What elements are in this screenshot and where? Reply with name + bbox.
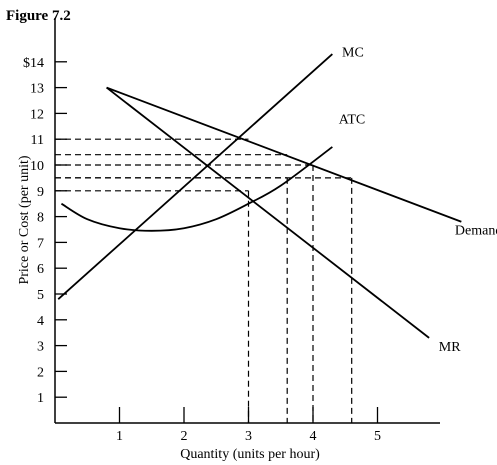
y-tick-label: 4 xyxy=(37,314,44,329)
y-tick-label: 3 xyxy=(37,340,44,355)
atc-label: ATC xyxy=(339,113,365,128)
demand-label: Demand xyxy=(455,224,497,239)
y-tick-label: 6 xyxy=(37,262,44,277)
y-tick-label: 12 xyxy=(30,107,44,122)
axes xyxy=(54,18,440,424)
x-tick-label: 2 xyxy=(181,429,188,444)
y-tick-label: 7 xyxy=(37,236,44,251)
curves: Demand MR MC ATC xyxy=(57,46,497,355)
mr-curve xyxy=(106,86,430,339)
y-tick-label: 1 xyxy=(37,391,44,406)
y-tick-label: 8 xyxy=(37,211,44,226)
demand-curve xyxy=(106,86,462,223)
x-tick-label: 5 xyxy=(374,429,381,444)
mc-curve xyxy=(57,53,333,300)
mr-label: MR xyxy=(439,340,461,355)
x-ticks: 1 2 3 4 5 xyxy=(116,407,381,444)
y-tick-label: 5 xyxy=(37,288,44,303)
figure-title: Figure 7.2 xyxy=(6,8,71,24)
atc-curve xyxy=(60,146,333,232)
y-tick-label: 10 xyxy=(30,159,44,174)
y-tick-label: 11 xyxy=(31,133,44,148)
y-tick-label: $14 xyxy=(23,56,44,71)
x-tick-label: 4 xyxy=(310,429,317,444)
y-tick-label: 2 xyxy=(37,365,44,380)
dashed-guides xyxy=(55,138,353,423)
y-tick-label: 9 xyxy=(37,185,44,200)
mc-label: MC xyxy=(342,46,364,61)
y-tick-label: 13 xyxy=(30,82,44,97)
x-axis-label: Quantity (units per hour) xyxy=(180,447,320,462)
x-tick-label: 1 xyxy=(116,429,123,444)
y-axis-label: Price or Cost (per unit) xyxy=(17,155,32,284)
x-tick-label: 3 xyxy=(245,429,252,444)
